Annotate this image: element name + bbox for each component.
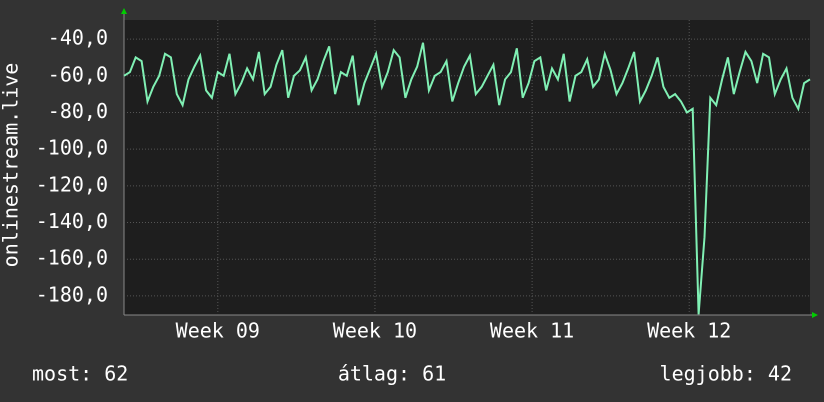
x-tick-label: Week 11 [490,319,574,343]
y-axis-label: onlinestream.live [0,63,23,268]
x-tick-label: Week 09 [176,319,260,343]
stat-best: legjobb: 42 [660,362,792,386]
series-line [123,42,811,315]
stat-average: átlag: 61 [338,362,446,386]
y-tick-label: -120,0 [36,172,108,196]
x-tick-label: Week 12 [647,319,731,343]
plot-area [124,20,810,315]
x-axis-arrow [812,312,818,318]
y-axis-arrow [121,8,127,14]
y-tick-label: -80,0 [48,99,108,123]
y-tick-label: -180,0 [36,282,108,306]
y-tick-label: -40,0 [48,26,108,50]
y-tick-label: -100,0 [36,136,108,160]
y-tick-label: -160,0 [36,246,108,270]
x-tick-label: Week 10 [333,319,417,343]
y-tick-label: -60,0 [48,62,108,86]
stat-current: most: 62 [32,362,128,386]
y-tick-label: -140,0 [36,209,108,233]
